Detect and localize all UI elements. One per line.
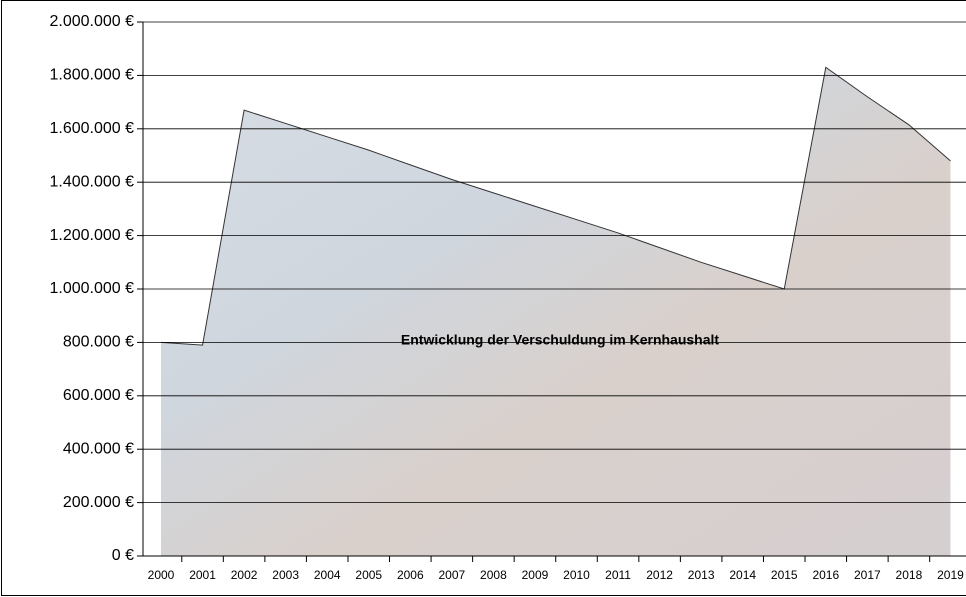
x-tick-label: 2011 [605,568,631,582]
area-fill [161,67,950,556]
x-tick-label: 2009 [522,568,549,582]
y-tick-label: 400.000 € [63,440,134,457]
y-tick-label: 1.200.000 € [49,227,134,244]
x-tick-label: 2017 [854,568,881,582]
page: Entwicklung der Verschuldung im Kernhaus… [0,0,966,597]
x-tick-label: 2007 [438,568,465,582]
chart: Entwicklung der Verschuldung im Kernhaus… [0,0,966,597]
x-tick-label: 2008 [480,568,507,582]
y-tick-label: 800.000 € [63,334,134,351]
chart-title: Entwicklung der Verschuldung im Kernhaus… [401,332,720,348]
y-tick-label: 1.400.000 € [49,173,134,190]
x-tick-label: 2010 [563,568,590,582]
x-tick-label: 2015 [771,568,798,582]
x-tick-label: 2013 [688,568,715,582]
x-tick-label: 2005 [355,568,382,582]
x-tick-label: 2003 [272,568,299,582]
x-tick-label: 2019 [937,568,964,582]
y-tick-label: 1.000.000 € [49,280,134,297]
y-tick-label: 1.800.000 € [49,67,134,84]
x-tick-label: 2014 [729,568,756,582]
x-tick-label: 2012 [646,568,673,582]
x-tick-label: 2018 [896,568,923,582]
x-tick-label: 2000 [148,568,175,582]
y-tick-label: 0 € [112,547,134,564]
y-tick-label: 2.000.000 € [49,13,134,30]
y-tick-label: 200.000 € [63,494,134,511]
x-tick-label: 2004 [314,568,341,582]
x-tick-label: 2001 [189,568,216,582]
y-tick-label: 600.000 € [63,387,134,404]
x-tick-label: 2002 [231,568,258,582]
x-tick-label: 2006 [397,568,424,582]
y-tick-label: 1.600.000 € [49,120,134,137]
x-tick-label: 2016 [812,568,839,582]
